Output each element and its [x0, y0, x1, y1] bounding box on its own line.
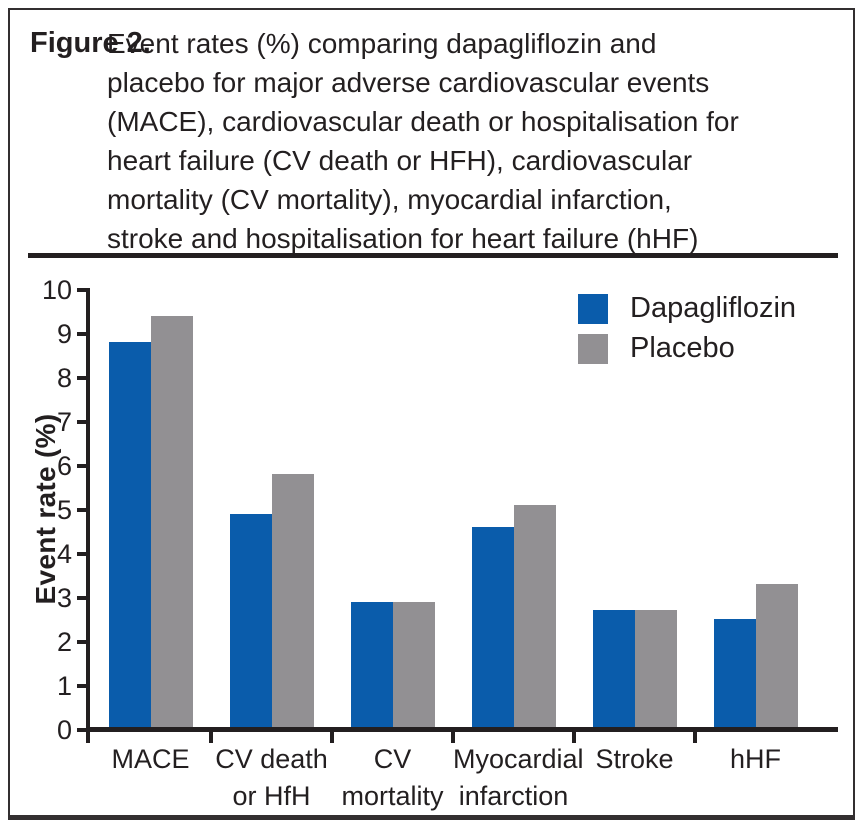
y-tick — [77, 463, 90, 468]
y-tick — [77, 595, 90, 600]
bar-dapagliflozin-mace — [108, 342, 151, 729]
x-axis-category-label-line: CV — [373, 744, 412, 774]
caption-line: Event rates (%) comparing dapagliflozin … — [107, 28, 657, 59]
bar-placebo-cv-death-or-hfh — [271, 474, 314, 729]
y-tick-label: 10 — [41, 275, 72, 305]
x-axis-line — [86, 727, 838, 732]
x-tick — [209, 727, 213, 743]
y-tick-label: 2 — [56, 626, 72, 657]
bar-dapagliflozin-cv-death-or-hfh — [229, 513, 272, 729]
caption-line: mortality (CV mortality), myocardial inf… — [107, 184, 672, 215]
y-axis-line — [86, 288, 90, 743]
bar-dapagliflozin-cv-mortality — [350, 601, 393, 729]
x-axis-category-label-cv-mortality: CV mortality — [332, 741, 453, 815]
figure-number-label: Figure 2. — [30, 27, 151, 59]
y-tick-label: 4 — [56, 538, 72, 569]
legend: Dapagliflozin Placebo — [578, 293, 796, 364]
x-axis-category-label-myocardial-infarction: Myocardial infarction — [453, 741, 584, 815]
legend-item-dapagliflozin: Dapagliflozin — [578, 293, 796, 324]
x-tick — [572, 727, 576, 743]
x-axis-category-label-line: Myocardial — [453, 744, 584, 774]
x-axis-category-label-line: infarction — [458, 781, 569, 811]
legend-swatch-dapagliflozin — [578, 293, 608, 324]
x-axis-category-label-hhf: hHF — [695, 741, 816, 778]
bar-placebo-cv-mortality — [392, 601, 435, 729]
y-tick — [77, 288, 90, 292]
x-tick — [451, 727, 455, 743]
y-tick — [77, 331, 90, 336]
y-tick — [77, 419, 90, 424]
y-tick-label: 1 — [56, 670, 72, 701]
caption-line: (MACE), cardiovascular death or hospital… — [107, 106, 739, 137]
bar-dapagliflozin-stroke — [592, 610, 635, 729]
x-axis-category-label-stroke: Stroke — [574, 741, 695, 778]
bar-placebo-stroke — [634, 610, 677, 729]
x-axis-category-label-line: CV death — [215, 744, 328, 774]
bar-dapagliflozin-hhf — [713, 619, 756, 729]
x-axis-category-label-line: or HfH — [232, 781, 311, 811]
bar-placebo-hhf — [755, 583, 798, 729]
x-axis-category-label-line: hHF — [729, 744, 781, 774]
caption-divider-rule — [28, 253, 838, 258]
legend-label-dapagliflozin: Dapagliflozin — [630, 292, 797, 324]
x-axis-category-label-cv-death-or-hfh: CV death or HfH — [211, 741, 332, 815]
y-tick — [77, 551, 90, 556]
figure-border — [8, 8, 855, 820]
y-tick-label: 6 — [56, 450, 72, 481]
x-tick — [693, 727, 697, 743]
caption-line: heart failure (CV death or HFH), cardiov… — [107, 145, 693, 176]
y-tick-label: 9 — [56, 318, 72, 349]
y-tick — [77, 639, 90, 644]
figure-caption: Event rates (%) comparing dapagliflozin … — [107, 24, 739, 258]
x-axis-category-label-line: mortality — [341, 781, 444, 811]
x-axis-category-label-line: MACE — [111, 744, 190, 774]
y-tick-label: 8 — [56, 362, 72, 393]
legend-item-placebo: Placebo — [578, 333, 796, 364]
x-tick — [330, 727, 334, 743]
y-tick-label: 3 — [56, 582, 72, 613]
x-axis-category-label-line: Stroke — [595, 744, 674, 774]
y-tick — [77, 507, 90, 512]
y-tick — [77, 727, 90, 732]
y-tick-label: 5 — [56, 494, 72, 525]
bar-dapagliflozin-myocardial-infarction — [471, 526, 514, 729]
caption-line: placebo for major adverse cardiovascular… — [107, 67, 710, 98]
x-axis-category-label-mace: MACE — [90, 741, 211, 778]
bar-placebo-myocardial-infarction — [513, 504, 556, 729]
legend-swatch-placebo — [578, 333, 608, 364]
y-tick-label: 7 — [56, 406, 72, 437]
legend-label-placebo: Placebo — [630, 332, 735, 364]
bar-placebo-mace — [150, 315, 193, 729]
y-tick-label: 0 — [56, 714, 72, 745]
caption-line: stroke and hospitalisation for heart fai… — [107, 223, 699, 254]
y-tick — [77, 375, 90, 380]
y-tick — [77, 683, 90, 688]
